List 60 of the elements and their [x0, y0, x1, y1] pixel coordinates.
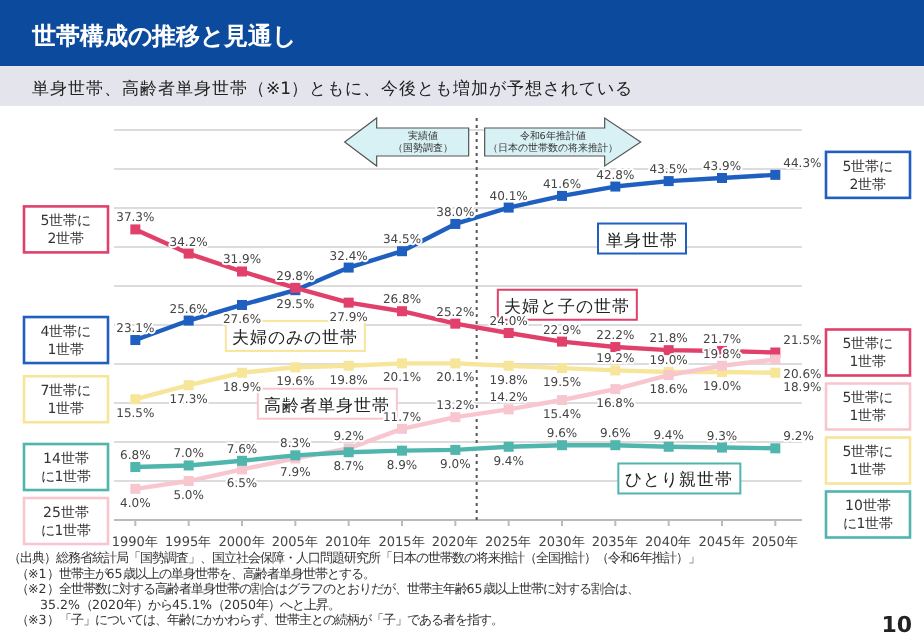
point	[343, 262, 354, 273]
point	[557, 363, 567, 374]
point	[397, 246, 407, 257]
point	[663, 176, 674, 187]
point	[503, 328, 514, 339]
point	[130, 335, 141, 346]
point	[557, 440, 567, 451]
point	[130, 462, 141, 473]
point	[343, 297, 354, 308]
chart-title: 世帯構成の推移と見通し	[30, 22, 296, 50]
point	[397, 306, 407, 317]
point	[183, 248, 194, 259]
point	[183, 476, 194, 487]
point	[130, 394, 141, 405]
point	[397, 358, 407, 369]
point	[130, 483, 141, 494]
point	[237, 266, 247, 277]
point	[610, 440, 621, 451]
point	[450, 318, 461, 329]
point	[183, 315, 194, 326]
point	[610, 384, 621, 395]
point	[610, 181, 621, 192]
series-label: ひとり親世帯	[625, 469, 734, 492]
series-label: 夫婦と子の世帯	[504, 295, 631, 318]
point	[770, 169, 781, 180]
point	[557, 395, 567, 406]
point	[717, 172, 727, 183]
point	[183, 460, 194, 471]
point	[130, 224, 141, 235]
point	[770, 354, 781, 365]
point	[397, 423, 407, 434]
point	[503, 202, 514, 213]
point	[343, 360, 354, 371]
point	[450, 218, 461, 229]
series-label: 夫婦のみの世帯	[232, 326, 359, 349]
point	[557, 336, 567, 347]
point	[237, 367, 247, 378]
point	[503, 360, 514, 371]
text: 単身世帯	[606, 229, 678, 252]
point	[717, 442, 727, 453]
point	[183, 380, 194, 391]
point	[717, 360, 727, 371]
point	[770, 443, 781, 454]
point	[290, 362, 301, 373]
point	[450, 412, 461, 423]
point	[557, 190, 567, 201]
series-label: 高齢者単身世帯	[264, 394, 391, 417]
text: 10	[881, 612, 913, 638]
point	[397, 445, 407, 456]
point	[503, 404, 514, 415]
chart-subtitle: 単身世帯、高齢者単身世帯（※1）ともに、今後とも増加が予想されている	[32, 78, 634, 100]
point	[503, 441, 514, 452]
point	[237, 299, 247, 310]
point	[450, 444, 461, 455]
point	[237, 455, 247, 466]
point	[610, 365, 621, 376]
point	[450, 358, 461, 369]
point	[610, 342, 621, 353]
point	[770, 367, 781, 378]
point	[663, 441, 674, 452]
